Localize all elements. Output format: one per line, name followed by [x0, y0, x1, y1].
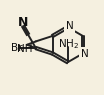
Text: N: N [18, 16, 28, 29]
Text: N: N [81, 49, 89, 59]
Text: NH$_2$: NH$_2$ [58, 38, 79, 51]
Text: NH: NH [17, 44, 33, 54]
Text: N: N [66, 21, 73, 31]
Text: Br: Br [11, 43, 22, 53]
